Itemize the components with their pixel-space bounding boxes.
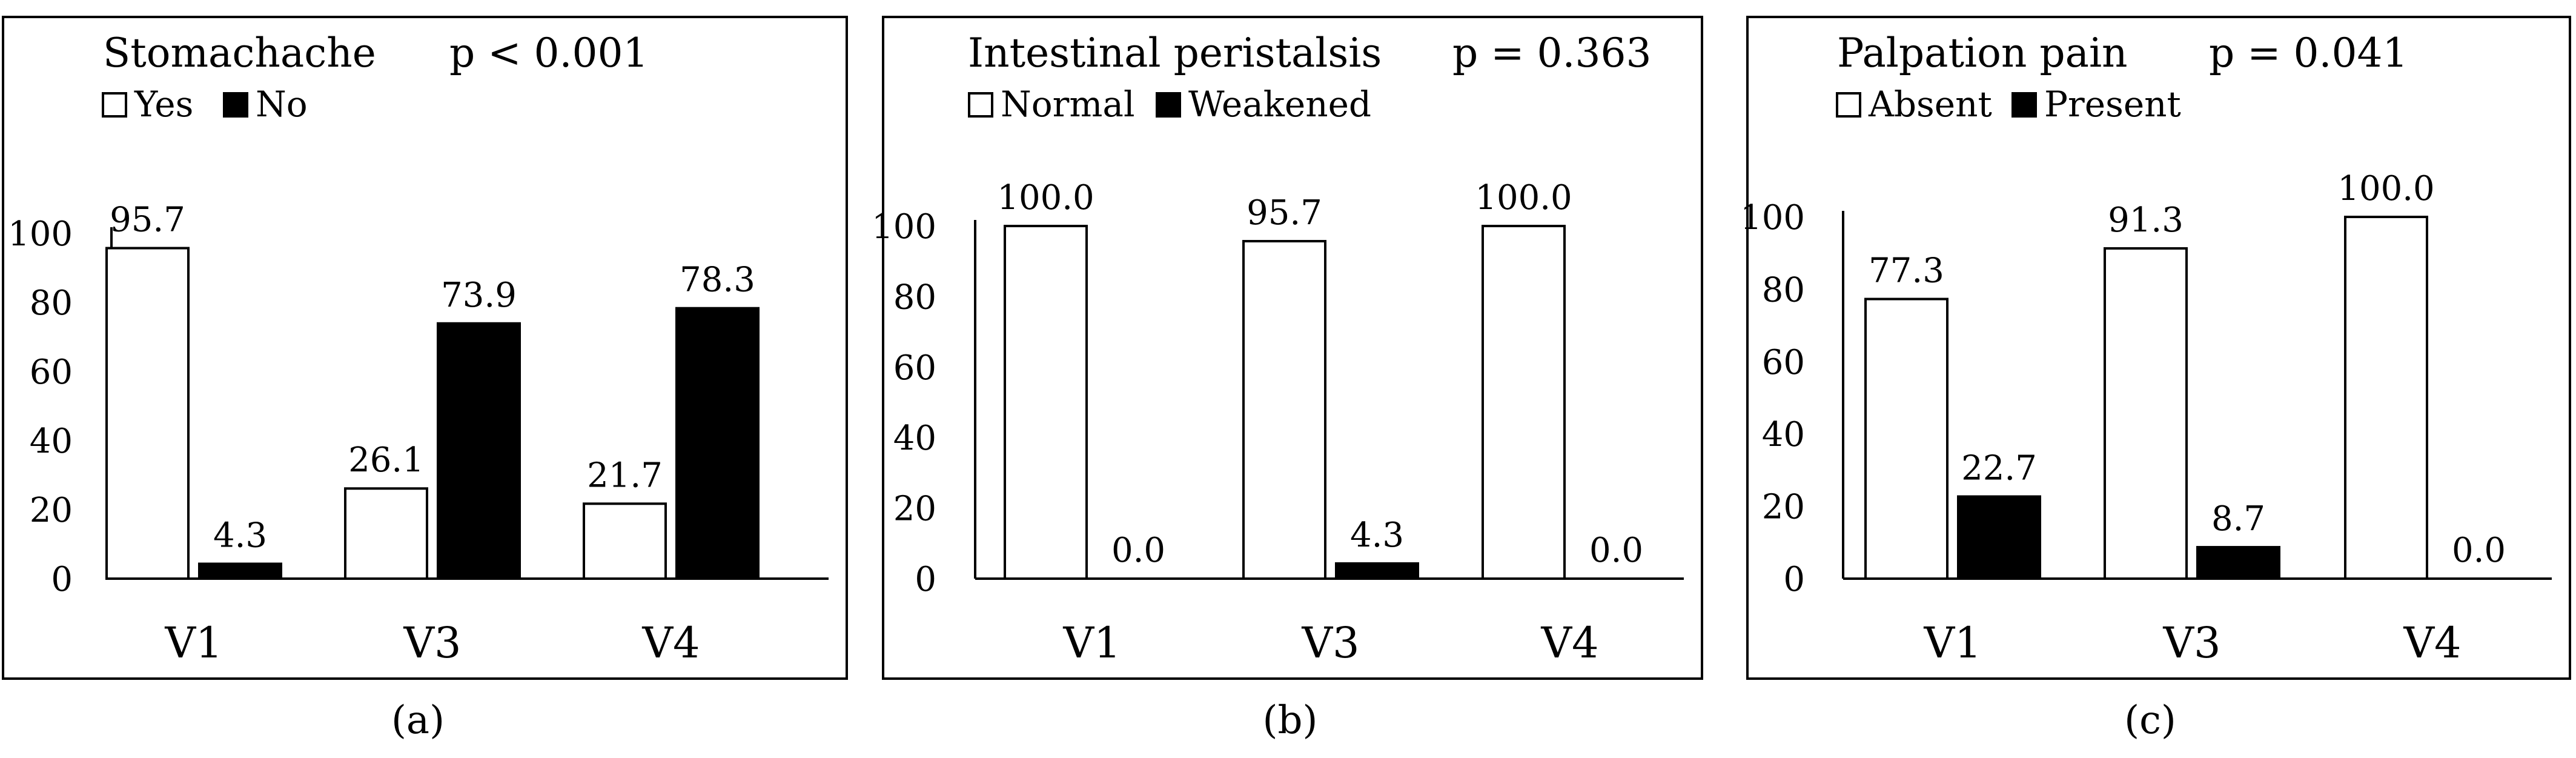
- legend-label-yes: Yes: [134, 84, 193, 125]
- bar-no-v4: [675, 307, 760, 580]
- data-label: 73.9: [441, 276, 517, 315]
- data-label: 95.7: [110, 201, 185, 240]
- data-label: 4.3: [1350, 516, 1404, 555]
- p-value-label: p = 0.041: [2209, 30, 2408, 76]
- bar-yes-v4: [583, 502, 667, 580]
- x-category-label: V4: [1540, 618, 1598, 668]
- data-label: 8.7: [2211, 499, 2265, 539]
- legend-swatch-no: [223, 92, 248, 118]
- panel-title: Stomachache: [103, 30, 376, 76]
- bar-absent-v3: [2104, 247, 2188, 580]
- y-tick-label: 0: [915, 560, 936, 599]
- bar-present-v3: [2196, 546, 2280, 580]
- panel-frame: [2, 16, 848, 680]
- y-tick-label: 40: [893, 419, 936, 458]
- legend-label-absent: Absent: [1868, 84, 1992, 125]
- bar-no-v1: [198, 562, 282, 580]
- data-label: 77.3: [1869, 251, 1944, 291]
- y-tick-label: 0: [1783, 560, 1805, 599]
- bar-absent-v1: [1864, 298, 1949, 580]
- x-category-label: V4: [2403, 618, 2461, 668]
- y-tick-label: 20: [893, 490, 936, 529]
- bar-yes-v3: [344, 487, 428, 580]
- bar-yes-v1: [105, 247, 190, 580]
- panel-caption: (c): [2124, 698, 2176, 743]
- y-tick-label: 60: [30, 353, 73, 392]
- y-tick-label: 80: [893, 278, 936, 317]
- legend-label-weakened: Weakened: [1188, 84, 1371, 125]
- data-label: 26.1: [348, 441, 424, 480]
- data-label: 91.3: [2108, 201, 2184, 240]
- y-tick-label: 20: [30, 491, 73, 530]
- bar-normal-v4: [1482, 225, 1566, 580]
- y-tick-label: 20: [1762, 488, 1805, 527]
- y-tick-label: 80: [1762, 270, 1805, 310]
- data-label: 95.7: [1247, 193, 1322, 233]
- bar-normal-v1: [1004, 225, 1088, 580]
- bar-absent-v4: [2344, 216, 2428, 580]
- y-tick-label: 0: [51, 560, 73, 599]
- data-label: 100.0: [997, 178, 1094, 218]
- data-label: 22.7: [1961, 448, 2037, 488]
- p-value-label: p = 0.363: [1452, 30, 1651, 76]
- panel-frame: [1746, 16, 2571, 680]
- data-label: 21.7: [587, 456, 663, 495]
- y-tick-label: 60: [893, 348, 936, 388]
- p-value-label: p < 0.001: [449, 30, 648, 76]
- x-category-label: V1: [164, 618, 222, 668]
- y-tick-label: 100: [8, 214, 73, 254]
- y-tick-label: 40: [1762, 415, 1805, 454]
- x-category-label: V3: [1301, 618, 1359, 668]
- x-category-label: V1: [1062, 618, 1121, 668]
- panel-caption: (b): [1263, 698, 1318, 743]
- legend-swatch-yes: [102, 92, 127, 118]
- legend-label-present: Present: [2044, 84, 2181, 125]
- data-label: 4.3: [213, 516, 267, 555]
- data-label: 78.3: [680, 261, 755, 300]
- panel-caption: (a): [391, 698, 445, 743]
- bar-normal-v3: [1242, 240, 1326, 580]
- legend-swatch-normal: [968, 92, 993, 118]
- bar-no-v3: [437, 322, 521, 580]
- x-category-label: V3: [2162, 618, 2220, 668]
- data-label: 100.0: [1475, 178, 1572, 218]
- y-tick-label: 40: [30, 422, 73, 461]
- legend-label-normal: Normal: [1001, 84, 1135, 125]
- panel-title: Palpation pain: [1837, 30, 2128, 76]
- y-tick-label: 100: [1740, 198, 1805, 238]
- data-label: 0.0: [2452, 531, 2506, 570]
- legend-label-no: No: [256, 84, 308, 125]
- legend-swatch-weakened: [1156, 92, 1181, 118]
- data-label: 0.0: [1111, 531, 1165, 570]
- bar-present-v1: [1957, 495, 2041, 580]
- legend-swatch-present: [2011, 92, 2037, 118]
- x-category-label: V1: [1923, 618, 1981, 668]
- panel-frame: [882, 16, 1703, 680]
- data-label: 100.0: [2337, 169, 2434, 208]
- panel-title: Intestinal peristalsis: [968, 30, 1382, 76]
- data-label: 0.0: [1589, 531, 1643, 570]
- x-category-label: V4: [641, 618, 700, 668]
- legend-swatch-absent: [1836, 92, 1861, 118]
- x-category-label: V3: [403, 618, 461, 668]
- bar-weakened-v3: [1335, 562, 1419, 580]
- y-tick-label: 60: [1762, 343, 1805, 382]
- y-tick-label: 100: [872, 207, 936, 247]
- y-tick-label: 80: [30, 284, 73, 323]
